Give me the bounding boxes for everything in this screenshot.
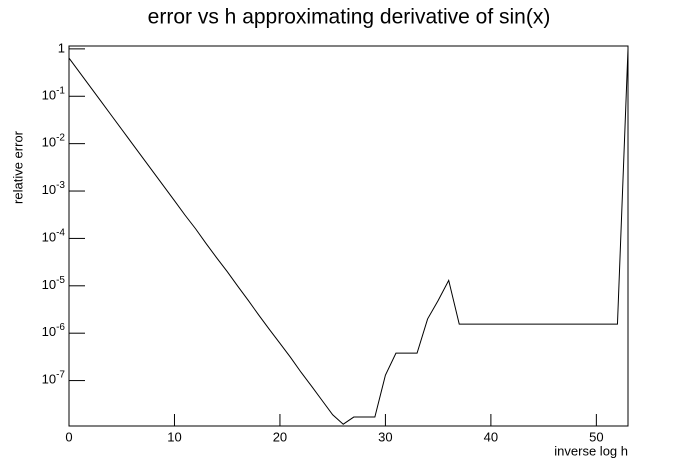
y-tick-label: 1 — [58, 40, 65, 55]
y-tick-label: 10-3 — [42, 180, 66, 198]
x-tick-label: 20 — [273, 429, 287, 444]
x-tick-label: 30 — [378, 429, 392, 444]
x-tick-label: 0 — [65, 429, 72, 444]
data-line — [68, 48, 629, 425]
plot-frame — [68, 45, 629, 427]
x-tick-label: 40 — [484, 429, 498, 444]
x-tick-label: 50 — [589, 429, 603, 444]
y-axis-label: relative error — [10, 130, 25, 204]
y-tick-label: 10-4 — [42, 227, 66, 245]
y-tick-label: 10-1 — [42, 85, 66, 103]
chart-title: error vs h approximating derivative of s… — [148, 6, 551, 29]
y-tick-label: 10-6 — [42, 322, 66, 340]
y-tick-label: 10-5 — [42, 274, 66, 292]
x-tick-label: 10 — [167, 429, 181, 444]
y-tick-label: 10-2 — [42, 132, 66, 150]
x-axis-label: inverse log h — [554, 443, 628, 458]
y-tick-label: 10-7 — [42, 369, 66, 387]
